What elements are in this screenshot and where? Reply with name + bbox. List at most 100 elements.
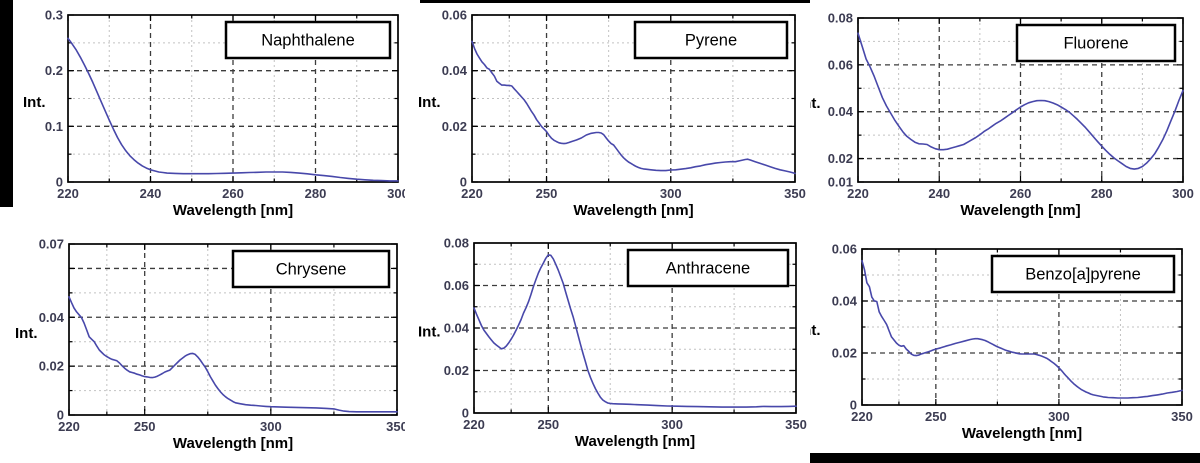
x-tick-label: 350 — [785, 417, 807, 432]
x-tick-label: 250 — [537, 417, 559, 432]
x-tick-label: 260 — [1010, 186, 1032, 201]
y-tick-label: 0 — [462, 406, 469, 421]
x-tick-label: 300 — [260, 419, 282, 434]
x-tick-labels: 220 240 260 280 300 — [847, 186, 1194, 201]
y-tick-label: 0.07 — [39, 237, 64, 252]
grid-major — [862, 249, 1182, 405]
plot-border — [68, 243, 398, 416]
chart-panel-fluorene: 0.01 0.02 0.04 0.06 0.08 220 240 260 280 300 Int. W… — [810, 0, 1200, 230]
y-tick-label: 0.04 — [832, 294, 858, 309]
x-tick-label: 220 — [461, 186, 483, 201]
y-tick-labels: 0.01 0.02 0.04 0.06 0.08 — [828, 11, 854, 190]
y-tick-label: 0.06 — [442, 8, 467, 23]
chart-title: Fluorene — [1063, 35, 1128, 53]
chart-panel-chrysene: 0 0.02 0.04 0.07 220 250 300 350 Int. Wavelength … — [0, 230, 405, 463]
title-box — [633, 20, 789, 60]
chart-panel-pyrene: 0 0.02 0.04 0.06 220 250 300 350 Int. Wavelength … — [405, 0, 810, 230]
y-tick-label: 0.06 — [832, 242, 857, 257]
y-tick-label: 0.02 — [442, 119, 467, 134]
y-tick-label: 0.04 — [39, 310, 65, 325]
y-tick-label: 0.08 — [444, 236, 469, 251]
plot-border — [471, 14, 796, 183]
grid-major — [858, 18, 1183, 182]
x-tick-label: 250 — [134, 419, 156, 434]
crop-artifact-bottom-bar — [810, 453, 1200, 463]
chart-panel-benzoapyrene: 0 0.02 0.04 0.06 220 250 300 350 Int. Wavelength … — [810, 230, 1200, 463]
x-axis-label: Wavelength [nm] — [960, 202, 1080, 219]
x-tick-label: 250 — [925, 409, 947, 424]
plot-border — [473, 242, 797, 414]
x-tick-label: 250 — [536, 186, 558, 201]
x-tick-label: 300 — [1048, 409, 1070, 424]
y-tick-label: 0.02 — [828, 151, 853, 166]
x-tick-label: 220 — [57, 186, 79, 201]
y-tick-label: 0 — [57, 408, 64, 423]
y-tick-label: 0.2 — [45, 63, 63, 78]
y-tick-label: 0.1 — [45, 119, 63, 134]
x-tick-label: 240 — [140, 186, 162, 201]
y-tick-labels: 0 0.02 0.04 0.06 — [442, 8, 468, 190]
y-tick-label: 0.01 — [828, 175, 853, 190]
spectrum-line — [68, 296, 398, 413]
title-box — [231, 249, 391, 289]
x-tick-label: 300 — [661, 417, 683, 432]
y-tick-label: 0 — [460, 175, 467, 190]
chart-title: Chrysene — [276, 261, 347, 279]
y-tick-label: 0.06 — [444, 278, 469, 293]
spectrum-line — [471, 40, 796, 175]
chart-panel-naphthalene: 0 0.1 0.2 0.3 220 240 260 280 300 Int. Wavelength … — [0, 0, 405, 230]
title-box — [990, 254, 1176, 294]
x-tick-label: 300 — [660, 186, 682, 201]
y-tick-label: 0.06 — [828, 57, 853, 72]
x-tick-label: 240 — [928, 186, 950, 201]
y-tick-labels: 0 0.02 0.04 0.06 0.08 — [444, 236, 470, 421]
y-tick-label: 0 — [56, 175, 63, 190]
y-tick-label: 0 — [850, 398, 857, 413]
spectrum-line — [857, 32, 1184, 170]
plot-border — [857, 17, 1184, 183]
y-tick-label: 0.3 — [45, 8, 63, 23]
y-tick-labels: 0 0.02 0.04 0.06 — [832, 242, 858, 413]
grid-minor — [69, 244, 397, 415]
x-tick-label: 220 — [463, 417, 485, 432]
y-tick-label: 0.04 — [828, 104, 854, 119]
x-axis-label: Wavelength [nm] — [173, 435, 293, 452]
x-tick-labels: 220 250 300 350 — [461, 186, 806, 201]
crop-artifact-left-bar — [0, 0, 13, 207]
spectrum-line — [861, 259, 1183, 399]
x-tick-label: 280 — [305, 186, 327, 201]
chart-title: Benzo[a]pyrene — [1025, 266, 1141, 284]
x-tick-label: 350 — [1171, 409, 1193, 424]
plot-border — [861, 248, 1183, 406]
spectrum-line — [67, 37, 399, 182]
spectrum-chart: 0 0.02 0.04 0.07 220 250 300 350 Int. Wavelength … — [15, 237, 405, 453]
spectrum-line — [473, 254, 797, 408]
x-tick-label: 350 — [386, 419, 405, 434]
y-axis-label: Int. — [23, 94, 46, 111]
x-axis-label: Wavelength [nm] — [173, 202, 293, 219]
title-box — [626, 248, 790, 288]
x-tick-labels: 220 250 300 350 — [463, 417, 807, 432]
title-box — [1015, 23, 1177, 63]
y-tick-label: 0.02 — [832, 346, 857, 361]
x-tick-labels: 220 250 300 350 — [851, 409, 1193, 424]
x-tick-labels: 220 250 300 350 — [58, 419, 405, 434]
title-box — [224, 20, 392, 60]
x-tick-label: 300 — [1172, 186, 1194, 201]
y-axis-label: Int. — [418, 324, 441, 341]
grid-minor — [472, 15, 795, 182]
y-tick-label: 0.04 — [442, 63, 468, 78]
chart-title: Naphthalene — [261, 32, 355, 50]
x-axis-label: Wavelength [nm] — [575, 433, 695, 450]
spectrum-chart: 0 0.02 0.04 0.06 220 250 300 350 Int. Wavelength … — [418, 8, 806, 220]
y-axis-label: Int. — [418, 94, 441, 111]
x-tick-label: 300 — [387, 186, 405, 201]
chart-title: Pyrene — [685, 32, 737, 50]
spectrum-chart: 0 0.1 0.2 0.3 220 240 260 280 300 Int. Wavelength … — [23, 8, 405, 220]
x-tick-label: 220 — [58, 419, 80, 434]
x-tick-label: 280 — [1091, 186, 1113, 201]
x-tick-label: 260 — [222, 186, 244, 201]
spectrum-chart: 0 0.02 0.04 0.06 220 250 300 350 Int. Wavelength … — [810, 242, 1193, 443]
y-tick-label: 0.02 — [444, 363, 469, 378]
y-axis-label: Int. — [810, 95, 821, 112]
